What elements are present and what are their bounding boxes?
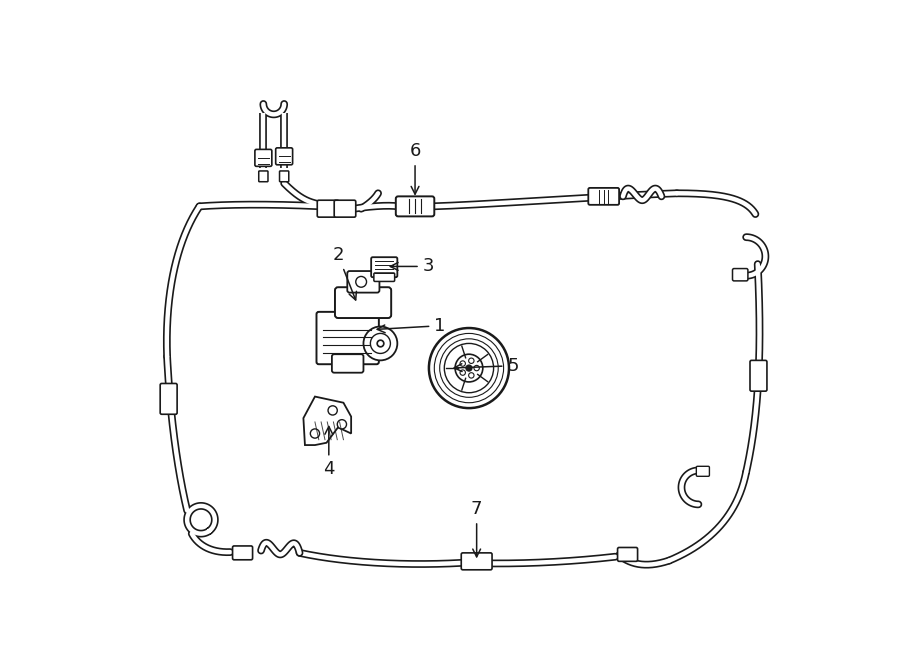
FancyBboxPatch shape bbox=[347, 271, 380, 293]
FancyBboxPatch shape bbox=[617, 547, 637, 561]
Circle shape bbox=[310, 429, 320, 438]
Circle shape bbox=[455, 354, 482, 382]
Circle shape bbox=[469, 358, 474, 364]
FancyBboxPatch shape bbox=[589, 188, 619, 205]
Text: 5: 5 bbox=[454, 357, 519, 375]
Text: 3: 3 bbox=[391, 257, 434, 276]
Circle shape bbox=[435, 333, 504, 403]
Polygon shape bbox=[303, 397, 351, 445]
FancyBboxPatch shape bbox=[396, 196, 435, 216]
Circle shape bbox=[371, 333, 391, 354]
FancyBboxPatch shape bbox=[335, 288, 392, 318]
Circle shape bbox=[364, 327, 397, 360]
Circle shape bbox=[474, 366, 480, 371]
FancyBboxPatch shape bbox=[371, 257, 397, 277]
FancyBboxPatch shape bbox=[334, 200, 356, 217]
Text: 1: 1 bbox=[377, 317, 446, 334]
Text: 4: 4 bbox=[323, 426, 335, 479]
FancyBboxPatch shape bbox=[374, 273, 394, 282]
Text: 2: 2 bbox=[332, 246, 356, 300]
Circle shape bbox=[440, 339, 499, 397]
FancyBboxPatch shape bbox=[461, 553, 492, 570]
Text: 7: 7 bbox=[471, 500, 482, 557]
FancyBboxPatch shape bbox=[317, 312, 379, 364]
Circle shape bbox=[460, 361, 465, 366]
Circle shape bbox=[445, 344, 493, 393]
Circle shape bbox=[429, 328, 509, 408]
FancyBboxPatch shape bbox=[280, 171, 289, 182]
Circle shape bbox=[466, 365, 472, 371]
Circle shape bbox=[356, 276, 366, 288]
Text: 6: 6 bbox=[410, 142, 420, 194]
FancyBboxPatch shape bbox=[750, 360, 767, 391]
Circle shape bbox=[338, 420, 346, 429]
Circle shape bbox=[460, 370, 465, 375]
FancyBboxPatch shape bbox=[332, 354, 364, 373]
FancyBboxPatch shape bbox=[697, 466, 709, 477]
FancyBboxPatch shape bbox=[255, 149, 272, 167]
FancyBboxPatch shape bbox=[275, 148, 292, 165]
FancyBboxPatch shape bbox=[733, 268, 748, 281]
FancyBboxPatch shape bbox=[160, 383, 177, 414]
FancyBboxPatch shape bbox=[258, 171, 268, 182]
Circle shape bbox=[469, 373, 474, 378]
FancyBboxPatch shape bbox=[318, 200, 338, 217]
Circle shape bbox=[328, 406, 338, 415]
FancyBboxPatch shape bbox=[232, 546, 253, 560]
